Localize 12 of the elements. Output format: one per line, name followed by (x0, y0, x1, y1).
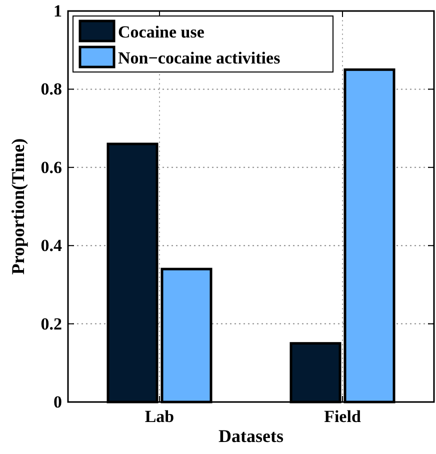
y-tick-label: 0.4 (40, 236, 62, 256)
y-tick-label: 0 (54, 392, 62, 412)
x-axis-title: Datasets (218, 426, 284, 446)
y-tick-label: 1 (54, 2, 62, 20)
x-tick-label: Field (324, 407, 362, 426)
y-tick-label: 0.2 (40, 314, 62, 334)
legend-label: Non−cocaine activities (118, 48, 281, 68)
y-axis-title: Proportion(Time) (8, 138, 28, 275)
legend-label: Cocaine use (118, 22, 205, 42)
x-tick-label: Lab (144, 407, 174, 426)
y-tick-label: 0.6 (40, 158, 62, 177)
y-tick-label: 0.8 (40, 80, 62, 99)
